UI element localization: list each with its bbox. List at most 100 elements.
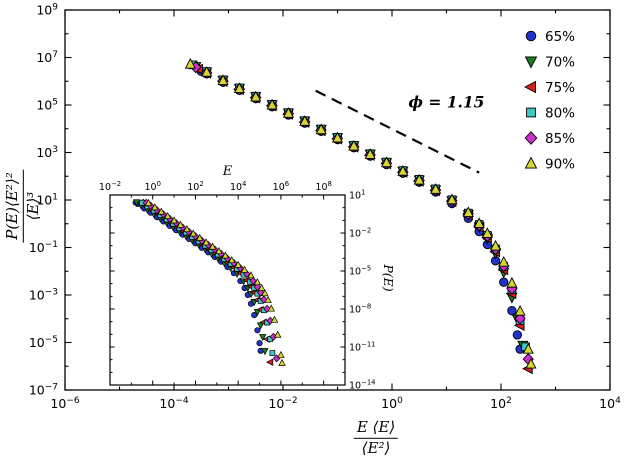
- triangle-down-marker: [261, 348, 269, 356]
- triangle-up-marker: [506, 276, 518, 288]
- legend-label: 90%: [545, 156, 575, 172]
- legend: 65% 70% 75% 80% 85% 90%: [524, 29, 575, 172]
- triangle-up-marker: [364, 148, 376, 159]
- tick-label: 102: [490, 396, 512, 411]
- triangle-up-marker: [257, 283, 266, 291]
- triangle-up-marker: [163, 211, 172, 219]
- circle-marker: [512, 330, 522, 340]
- triangle-up-marker: [525, 357, 537, 369]
- inset-x-axis-label: E: [222, 164, 233, 179]
- triangle-up-marker: [202, 238, 210, 246]
- triangle-up-marker: [481, 227, 493, 238]
- triangle-up-marker: [299, 115, 311, 126]
- diamond-marker: [260, 295, 268, 304]
- tick-label: 103: [36, 145, 58, 160]
- triangle-up-marker: [261, 289, 269, 297]
- x-label-denominator: ⟨E²⟩: [361, 438, 391, 457]
- triangle-up-marker: [176, 220, 185, 228]
- triangle-up-marker: [157, 207, 165, 215]
- triangle-up-marker: [277, 350, 285, 358]
- tick-label: 104: [599, 396, 621, 411]
- triangle-up-marker: [250, 90, 262, 102]
- circle-marker: [525, 30, 537, 42]
- y-label-numerator: P(E)⟨E²⟩²: [3, 169, 24, 243]
- legend-item-75%: 75%: [524, 80, 575, 96]
- tick-label: 109: [36, 2, 58, 17]
- tick-label: 10−6: [50, 396, 79, 411]
- triangle-up-marker: [430, 183, 442, 194]
- triangle-up-marker: [413, 173, 425, 185]
- tick-label: 10−2: [268, 396, 297, 411]
- x-label-fraction: E ⟨E⟩ ⟨E²⟩: [353, 418, 399, 457]
- y-label-fraction: P(E)⟨E²⟩² ⟨E⟩³: [3, 169, 42, 243]
- inset-series-90%: [144, 198, 286, 366]
- main-y-axis-label: P(E)⟨E²⟩² ⟨E⟩³: [3, 169, 42, 243]
- legend-label: 75%: [545, 80, 575, 96]
- square-marker: [526, 107, 536, 118]
- triangle-up-marker: [489, 239, 502, 251]
- triangle-up-marker: [270, 315, 279, 323]
- tick-label: 10−4: [159, 396, 188, 411]
- triangle-up-marker: [189, 229, 198, 237]
- circle-marker: [507, 306, 517, 316]
- legend-label: 85%: [545, 131, 575, 147]
- tick-label: 10−5: [29, 335, 58, 350]
- triangle-up-marker: [184, 57, 196, 69]
- square-marker: [269, 350, 276, 356]
- triangle-up-marker: [267, 304, 275, 312]
- triangle-up-marker: [215, 246, 223, 255]
- tick-label: 10−3: [29, 287, 58, 302]
- legend-label: 70%: [545, 54, 575, 70]
- circle-marker: [499, 277, 509, 287]
- circle-marker: [256, 340, 263, 347]
- triangle-up-marker: [228, 255, 236, 264]
- x-label-numerator: E ⟨E⟩: [353, 418, 399, 439]
- series-90%: [184, 57, 537, 369]
- legend-item-85%: 85%: [524, 131, 575, 147]
- tick-label: 107: [36, 50, 58, 65]
- inset-chart: 10−2 100 102 104 106 10810−1410−1110−810−510−…: [99, 164, 396, 392]
- diamond-marker: [249, 276, 257, 285]
- triangle-up-marker: [201, 66, 213, 77]
- triangle-up-marker: [208, 242, 217, 250]
- triangle-up-marker: [522, 342, 534, 354]
- triangle-left-marker: [266, 358, 274, 366]
- triangle-up-marker: [151, 203, 159, 211]
- diamond-marker: [266, 316, 274, 325]
- triangle-down-marker: [259, 334, 267, 342]
- triangle-up-marker: [524, 156, 538, 169]
- inset-y-axis-label: P(E): [381, 263, 396, 291]
- legend-item-65%: 65%: [525, 29, 575, 45]
- legend-label: 80%: [545, 105, 575, 121]
- triangle-up-marker: [348, 139, 360, 151]
- y-label-denominator: ⟨E⟩³: [23, 191, 42, 221]
- legend-item-90%: 90%: [524, 156, 575, 172]
- triangle-up-marker: [446, 193, 458, 205]
- triangle-up-marker: [253, 278, 262, 286]
- diamond-marker: [253, 282, 262, 291]
- triangle-up-marker: [233, 82, 245, 94]
- triangle-up-marker: [282, 107, 295, 118]
- legend-item-80%: 80%: [526, 105, 575, 121]
- triangle-left-marker: [524, 80, 537, 94]
- triangle-up-marker: [274, 330, 282, 338]
- triangle-up-marker: [331, 131, 344, 143]
- diamond-marker: [243, 269, 251, 278]
- triangle-up-marker: [473, 217, 485, 228]
- triangle-up-marker: [514, 304, 526, 316]
- triangle-down-marker: [524, 56, 538, 69]
- circle-marker: [254, 327, 261, 334]
- triangle-up-marker: [462, 206, 474, 218]
- main-x-axis-label: E ⟨E⟩ ⟨E²⟩: [353, 418, 399, 457]
- triangle-up-marker: [240, 265, 249, 273]
- legend-label: 65%: [545, 29, 575, 45]
- triangle-up-marker: [266, 98, 278, 110]
- tick-label: 105: [36, 97, 58, 112]
- triangle-up-marker: [380, 156, 393, 168]
- power-law-guide-line: [315, 89, 480, 174]
- triangle-down-marker: [256, 322, 265, 330]
- triangle-up-marker: [183, 225, 191, 233]
- triangle-up-marker: [315, 123, 327, 135]
- triangle-up-marker: [498, 256, 510, 267]
